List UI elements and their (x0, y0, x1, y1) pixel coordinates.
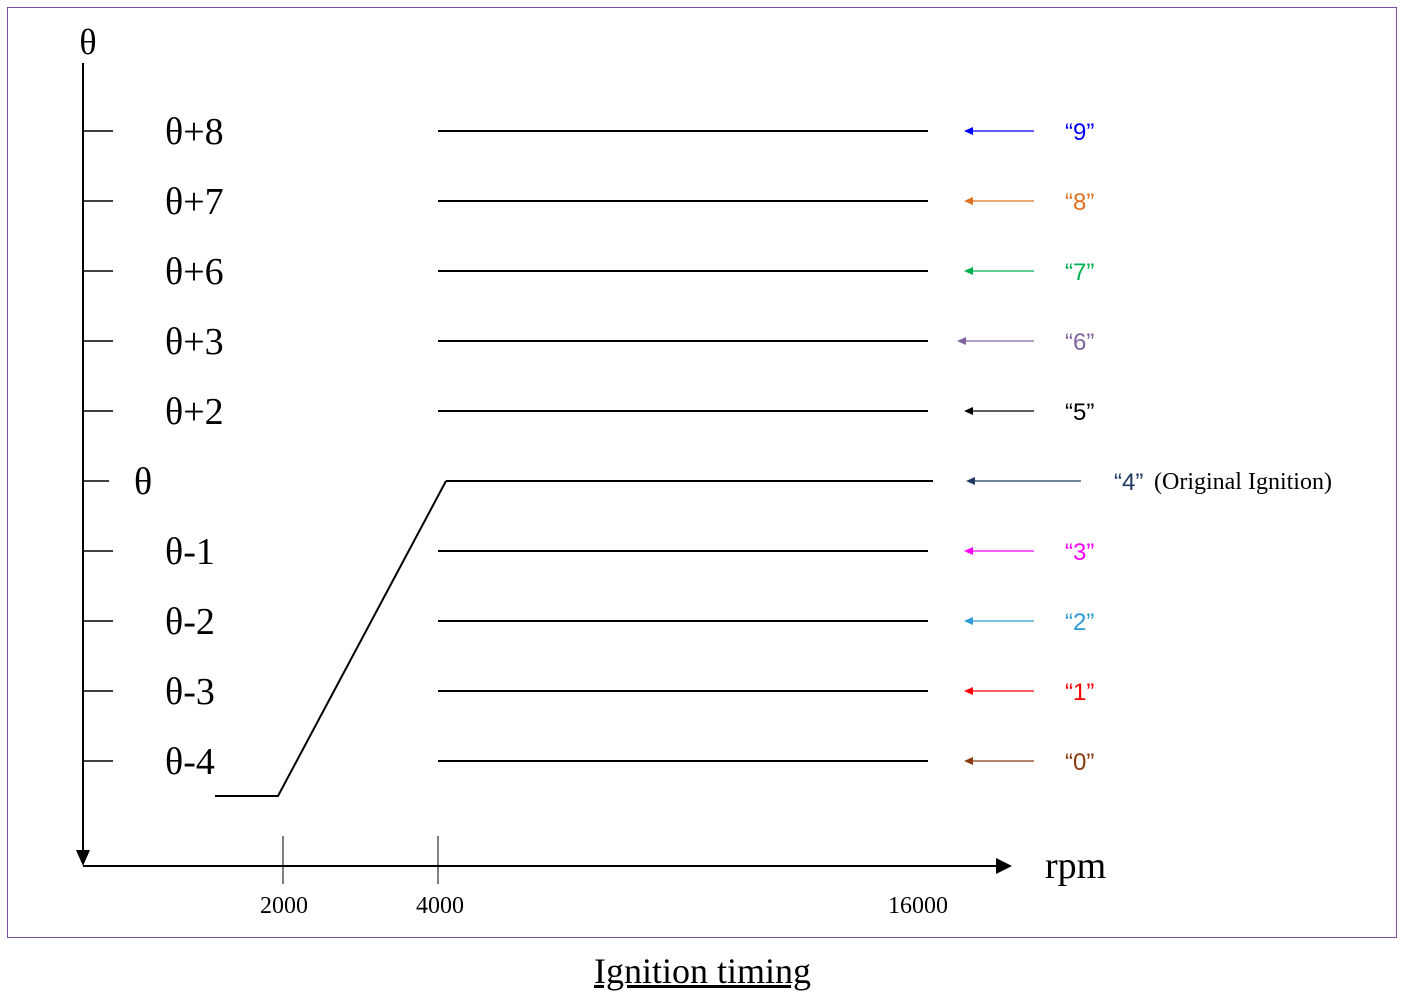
code-arrowhead (964, 197, 973, 205)
code-arrowhead (964, 407, 973, 415)
y-axis-arrowhead (76, 850, 90, 866)
code-arrowhead (964, 687, 973, 695)
x-axis-arrowhead (996, 858, 1012, 874)
y-axis-label: θ (79, 22, 96, 62)
code-arrowhead (964, 547, 973, 555)
level-label: θ (134, 461, 152, 503)
x-tick-label-16000: 16000 (888, 893, 948, 919)
code-label: “8” (1065, 189, 1094, 216)
timing-ramp-line (215, 480, 447, 797)
code-arrowhead (957, 337, 966, 345)
code-arrowhead (964, 757, 973, 765)
level-label: θ+8 (165, 111, 224, 153)
level-label: θ-3 (165, 671, 215, 713)
level-label: θ+6 (165, 251, 224, 293)
code-arrowhead (964, 617, 973, 625)
x-tick-label-4000: 4000 (416, 893, 464, 919)
code-label: “9” (1065, 119, 1094, 146)
code-arrowhead (964, 267, 973, 275)
code-label: “0” (1065, 749, 1094, 776)
level-label: θ+2 (165, 391, 224, 433)
original-ignition-note: (Original Ignition) (1154, 469, 1332, 495)
code-label: “2” (1065, 609, 1094, 636)
code-label: “3” (1065, 539, 1094, 566)
code-label: “7” (1065, 259, 1094, 286)
x-axis-label: rpm (1045, 845, 1106, 887)
code-label: “5” (1065, 399, 1094, 426)
level-label: θ-4 (165, 741, 215, 783)
code-arrowhead (964, 127, 973, 135)
level-label: θ+7 (165, 181, 224, 223)
diagram-frame (7, 7, 1397, 938)
code-label: “1” (1065, 679, 1094, 706)
level-label: θ+3 (165, 321, 224, 363)
x-tick-label-2000: 2000 (260, 893, 308, 919)
code-label: “6” (1065, 329, 1094, 356)
level-label: θ-2 (165, 601, 215, 643)
figure-caption: Ignition timing (593, 951, 811, 991)
code-arrowhead (966, 477, 975, 485)
level-label: θ-1 (165, 531, 215, 573)
code-label: “4” (1114, 469, 1143, 496)
